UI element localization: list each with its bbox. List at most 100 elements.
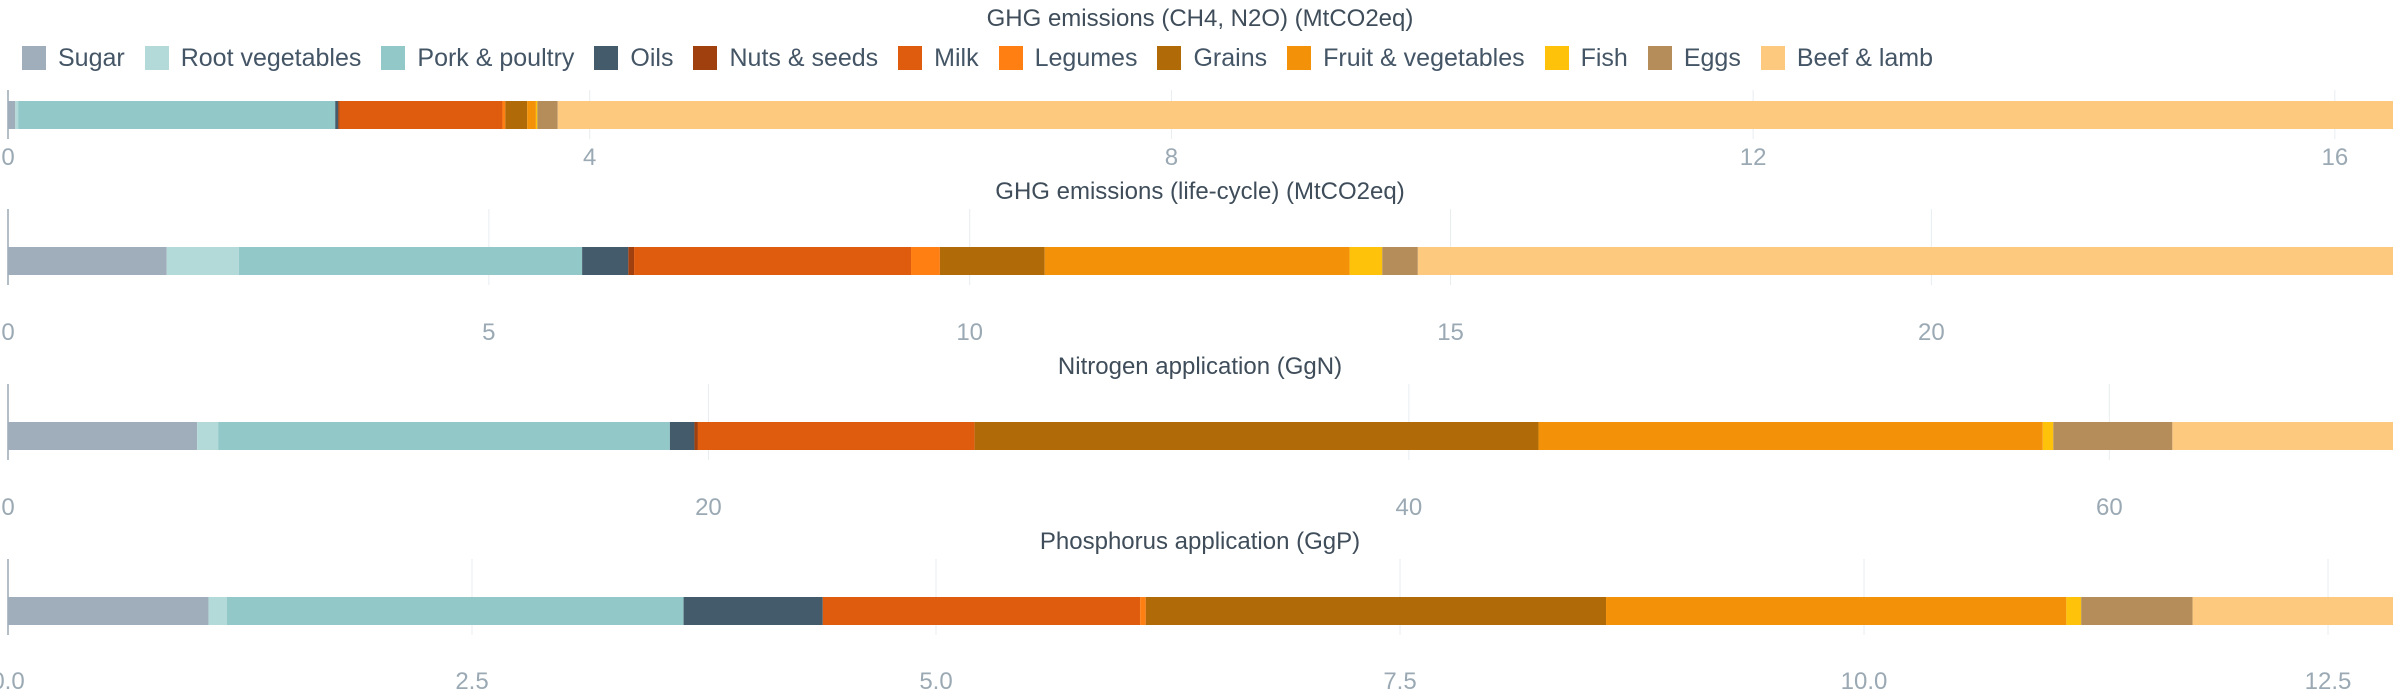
tick-label: 5.0 bbox=[919, 668, 952, 695]
legend-label: Fish bbox=[1580, 43, 1628, 72]
tick-label: 10.0 bbox=[1841, 668, 1888, 695]
bar-segment[interactable] bbox=[1140, 597, 1146, 625]
legend-label: Grains bbox=[1193, 43, 1268, 72]
legend-item[interactable]: Fruit & vegetables bbox=[1287, 44, 1525, 73]
bar-segment[interactable] bbox=[1538, 422, 2043, 450]
chart-panel: GHG emissions (life-cycle) (MtCO2eq) 0 5 10… bbox=[1, 178, 2393, 346]
bar-segment[interactable] bbox=[335, 101, 339, 129]
bar-segment[interactable] bbox=[338, 101, 340, 129]
bar-segment[interactable] bbox=[1349, 247, 1383, 275]
chart-panel: GHG emissions (CH4, N2O) (MtCO2eq) 0 4 8 12 1… bbox=[1, 5, 2394, 171]
tick-label: 15 bbox=[1437, 319, 1464, 346]
legend-label: Root vegetables bbox=[180, 43, 362, 72]
bar-segment[interactable] bbox=[557, 101, 2394, 129]
legend-item[interactable]: Sugar bbox=[22, 44, 125, 73]
bar-segment[interactable] bbox=[822, 597, 1141, 625]
legend-label: Beef & lamb bbox=[1796, 43, 1934, 72]
tick-label: 0 bbox=[1, 319, 14, 346]
legend-label: Fruit & vegetables bbox=[1323, 43, 1525, 72]
tick-label: 60 bbox=[2096, 494, 2123, 521]
bar-segment[interactable] bbox=[227, 597, 684, 625]
tick-label: 12 bbox=[1740, 144, 1767, 171]
legend-item[interactable]: Legumes bbox=[998, 44, 1137, 73]
bar-segment[interactable] bbox=[15, 101, 19, 129]
legend-item[interactable]: Eggs bbox=[1647, 43, 1741, 73]
bar-segment[interactable] bbox=[8, 597, 209, 625]
legend-item[interactable]: Beef & lamb bbox=[1760, 43, 1934, 73]
bar-segment[interactable] bbox=[527, 101, 536, 129]
legend-swatch bbox=[1287, 46, 1312, 70]
bar-segment[interactable] bbox=[18, 101, 336, 129]
bar-segment[interactable] bbox=[669, 422, 695, 450]
legend-swatch bbox=[144, 46, 169, 70]
bar-segment[interactable] bbox=[197, 422, 219, 450]
chart-title: GHG emissions (life-cycle) (MtCO2eq) bbox=[995, 178, 1404, 205]
legend-label: Eggs bbox=[1683, 43, 1741, 72]
tick-label: 2.5 bbox=[455, 668, 488, 695]
bar-segment[interactable] bbox=[911, 247, 940, 275]
chart-panel: Phosphorus application (GgP) 0.0 2.5 5.0 7.5… bbox=[0, 528, 2393, 695]
chart-panel: Nitrogen application (GgN) 0 20 40 60 bbox=[1, 353, 2393, 521]
bar-segment[interactable] bbox=[1044, 247, 1350, 275]
tick-label: 0 bbox=[1, 494, 14, 521]
bar-segment[interactable] bbox=[2081, 597, 2193, 625]
legend-swatch bbox=[898, 46, 923, 70]
bar-segment[interactable] bbox=[238, 247, 583, 275]
legend-swatch bbox=[22, 46, 46, 70]
bar-segment[interactable] bbox=[8, 422, 198, 450]
legend-item[interactable]: Nuts & seeds bbox=[693, 44, 878, 73]
bar-segment[interactable] bbox=[505, 101, 528, 129]
bar-segment[interactable] bbox=[1606, 597, 2067, 625]
bar-segment[interactable] bbox=[502, 101, 506, 129]
bar-segment[interactable] bbox=[628, 247, 635, 275]
bar-segment[interactable] bbox=[2192, 597, 2393, 625]
tick-label: 5 bbox=[482, 319, 495, 346]
bar-segment[interactable] bbox=[1417, 247, 2393, 275]
tick-label: 0 bbox=[1, 144, 14, 171]
tick-label: 4 bbox=[583, 144, 596, 171]
legend-swatch bbox=[1647, 46, 1672, 70]
bar-segment[interactable] bbox=[537, 101, 558, 129]
bar-segment[interactable] bbox=[2172, 422, 2393, 450]
tick-label: 16 bbox=[2321, 144, 2348, 171]
chart-title: Phosphorus application (GgP) bbox=[1040, 528, 1360, 555]
legend-swatch bbox=[998, 46, 1023, 70]
legend-item[interactable]: Milk bbox=[898, 43, 979, 73]
bar-segment[interactable] bbox=[535, 101, 538, 129]
legend-label: Milk bbox=[934, 43, 979, 72]
bar-segment[interactable] bbox=[939, 247, 1045, 275]
tick-label: 20 bbox=[1918, 319, 1945, 346]
legend-label: Nuts & seeds bbox=[729, 43, 879, 72]
bar-segment[interactable] bbox=[2053, 422, 2173, 450]
bar-segment[interactable] bbox=[8, 101, 16, 129]
legend-swatch bbox=[1760, 46, 1785, 70]
bar-segment[interactable] bbox=[8, 247, 167, 275]
bar-segment[interactable] bbox=[208, 597, 228, 625]
legend-item[interactable]: Oils bbox=[594, 44, 673, 73]
bar-segment[interactable] bbox=[697, 422, 975, 450]
bar-segment[interactable] bbox=[218, 422, 670, 450]
bar-segment[interactable] bbox=[166, 247, 239, 275]
tick-label: 8 bbox=[1165, 144, 1178, 171]
legend-label: Sugar bbox=[58, 43, 125, 72]
bar-segment[interactable] bbox=[339, 101, 503, 129]
legend-item[interactable]: Pork & poultry bbox=[381, 44, 574, 73]
tick-label: 20 bbox=[695, 494, 722, 521]
bar-segment[interactable] bbox=[694, 422, 698, 450]
legend-label: Pork & poultry bbox=[417, 43, 575, 72]
bar-segment[interactable] bbox=[1145, 597, 1607, 625]
legend-item[interactable]: Grains bbox=[1157, 44, 1267, 73]
bar-segment[interactable] bbox=[2042, 422, 2054, 450]
bar-segment[interactable] bbox=[1382, 247, 1418, 275]
tick-label: 0.0 bbox=[0, 668, 25, 695]
bar-segment[interactable] bbox=[683, 597, 823, 625]
tick-label: 10 bbox=[956, 319, 983, 346]
bar-segment[interactable] bbox=[634, 247, 912, 275]
legend-swatch bbox=[1157, 46, 1182, 70]
legend-item[interactable]: Root vegetables bbox=[144, 43, 362, 73]
bar-segment[interactable] bbox=[582, 247, 629, 275]
bar-segment[interactable] bbox=[974, 422, 1539, 450]
legend-item[interactable]: Fish bbox=[1544, 43, 1628, 73]
bar-segment[interactable] bbox=[2066, 597, 2082, 625]
